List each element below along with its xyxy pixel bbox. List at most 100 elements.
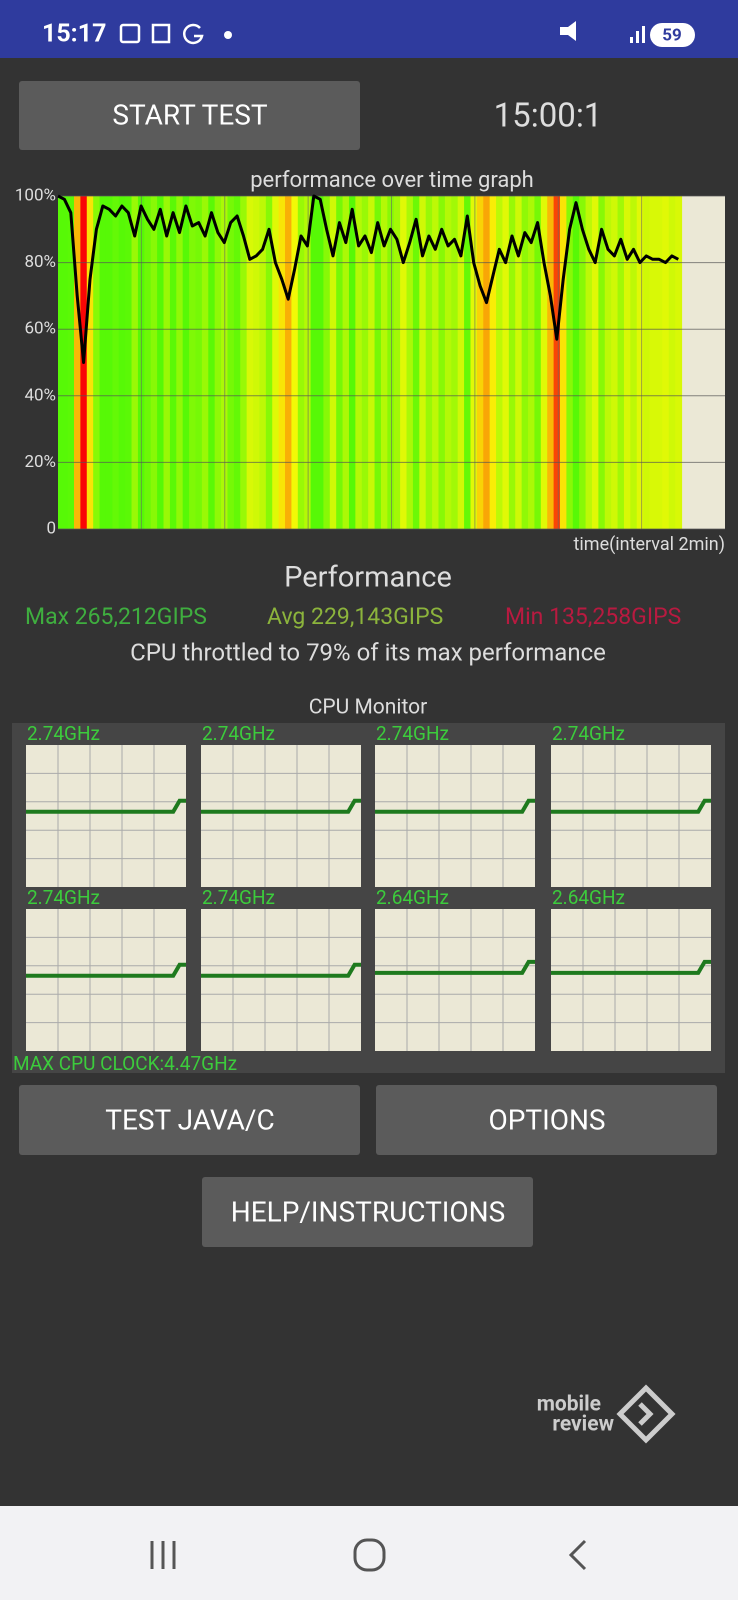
core-frequency: 2.74GHz: [376, 722, 449, 745]
level-stripe: [323, 196, 331, 529]
nav-buttons[interactable]: [150, 1538, 587, 1572]
level-stripe: [342, 196, 350, 529]
level-stripe: [73, 196, 81, 529]
level-stripe: [451, 196, 459, 529]
core-graph: [201, 745, 361, 887]
level-stripe: [189, 196, 197, 529]
min-score: Min 135,258GIPS: [505, 603, 681, 630]
level-stripe: [566, 196, 574, 529]
level-stripe: [547, 196, 555, 529]
level-stripe: [643, 196, 651, 529]
button-label[interactable]: TEST JAVA/C: [105, 1103, 274, 1136]
level-stripe: [361, 196, 369, 529]
level-stripe: [291, 196, 299, 529]
core-clock-line: [375, 959, 535, 975]
level-stripe: [86, 196, 94, 529]
y-tick-label: 40%: [24, 385, 56, 405]
level-stripe: [118, 196, 126, 529]
level-stripe: [585, 196, 593, 529]
level-stripe: [444, 196, 452, 529]
level-stripe: [195, 196, 203, 529]
core-frequency: 2.74GHz: [27, 886, 100, 909]
level-stripe: [604, 196, 612, 529]
status-icons: [119, 23, 204, 45]
level-stripe: [227, 196, 235, 529]
y-tick-label: 100%: [15, 185, 56, 205]
level-stripe: [662, 196, 670, 529]
level-stripe: [355, 196, 363, 529]
level-stripe: [214, 196, 222, 529]
level-stripe: [540, 196, 548, 529]
level-stripe: [112, 196, 120, 529]
level-stripe: [636, 196, 644, 529]
y-tick-label: 0: [46, 518, 56, 538]
graph-title: performance over time graph: [250, 168, 534, 193]
level-stripe: [61, 196, 69, 529]
button-label[interactable]: HELP/INSTRUCTIONS: [231, 1195, 506, 1228]
battery-level: 59: [662, 25, 682, 45]
core-clock-line: [375, 798, 535, 814]
core-clock-line: [26, 798, 186, 814]
core-clock-line: [551, 959, 711, 975]
level-stripe: [259, 196, 267, 529]
level-stripe: [201, 196, 209, 529]
level-stripe: [336, 196, 344, 529]
status-signal: [560, 21, 645, 43]
level-stripe: [496, 196, 504, 529]
level-stripe: [598, 196, 606, 529]
options-button[interactable]: OPTIONS: [376, 1085, 717, 1155]
button-label[interactable]: START TEST: [112, 98, 267, 131]
level-stripe: [374, 196, 382, 529]
help-button[interactable]: HELP/INSTRUCTIONS: [202, 1177, 533, 1247]
level-stripe: [99, 196, 107, 529]
level-stripe: [93, 196, 101, 529]
performance-line: [57, 194, 680, 364]
core-frequency: 2.74GHz: [202, 722, 275, 745]
level-stripe: [182, 196, 190, 529]
java-button[interactable]: TEST JAVA/C: [19, 1085, 360, 1155]
level-stripe: [553, 196, 561, 529]
y-tick-label: 60%: [24, 319, 56, 339]
core-frequency: 2.64GHz: [552, 886, 625, 909]
core-graph: [201, 909, 361, 1051]
level-stripe: [67, 196, 75, 529]
level-stripe: [400, 196, 408, 529]
start-button[interactable]: START TEST: [19, 81, 360, 150]
level-stripe: [272, 196, 280, 529]
level-stripe: [655, 196, 663, 529]
watermark-line: review: [552, 1413, 614, 1437]
level-stripe: [176, 196, 184, 529]
level-stripe: [144, 196, 152, 529]
level-stripe: [163, 196, 171, 529]
core-clock-line: [201, 798, 361, 814]
level-stripe: [649, 196, 657, 529]
timer: 15:00:1: [494, 97, 603, 136]
level-stripe: [240, 196, 248, 529]
level-stripe: [285, 196, 293, 529]
level-stripe: [470, 196, 478, 529]
level-stripe: [208, 196, 216, 529]
button-label[interactable]: OPTIONS: [488, 1103, 605, 1136]
level-stripe: [412, 196, 420, 529]
level-stripe: [591, 196, 599, 529]
core-graph: [551, 745, 711, 887]
level-stripe: [169, 196, 177, 529]
level-stripe: [623, 196, 631, 529]
core-graph: [375, 909, 535, 1051]
y-tick-label: 20%: [24, 452, 56, 472]
level-stripe: [387, 196, 395, 529]
performance-heading: Performance: [284, 561, 452, 595]
cpu-monitor-title: CPU Monitor: [309, 696, 428, 720]
status-bar: [0, 0, 738, 58]
level-stripe: [630, 196, 638, 529]
level-stripe: [125, 196, 133, 529]
level-stripe: [131, 196, 139, 529]
cpu-cores: 2.74GHz 2.74GHz 2.74GHz 2.74GHz 2.74GHz 2.74G…: [26, 722, 711, 1051]
level-stripe: [572, 196, 580, 529]
core-frequency: 2.74GHz: [552, 722, 625, 745]
level-stripe: [457, 196, 465, 529]
level-stripe: [348, 196, 356, 529]
status-time: 15:17: [42, 20, 106, 49]
core-frequency: 2.74GHz: [202, 886, 275, 909]
